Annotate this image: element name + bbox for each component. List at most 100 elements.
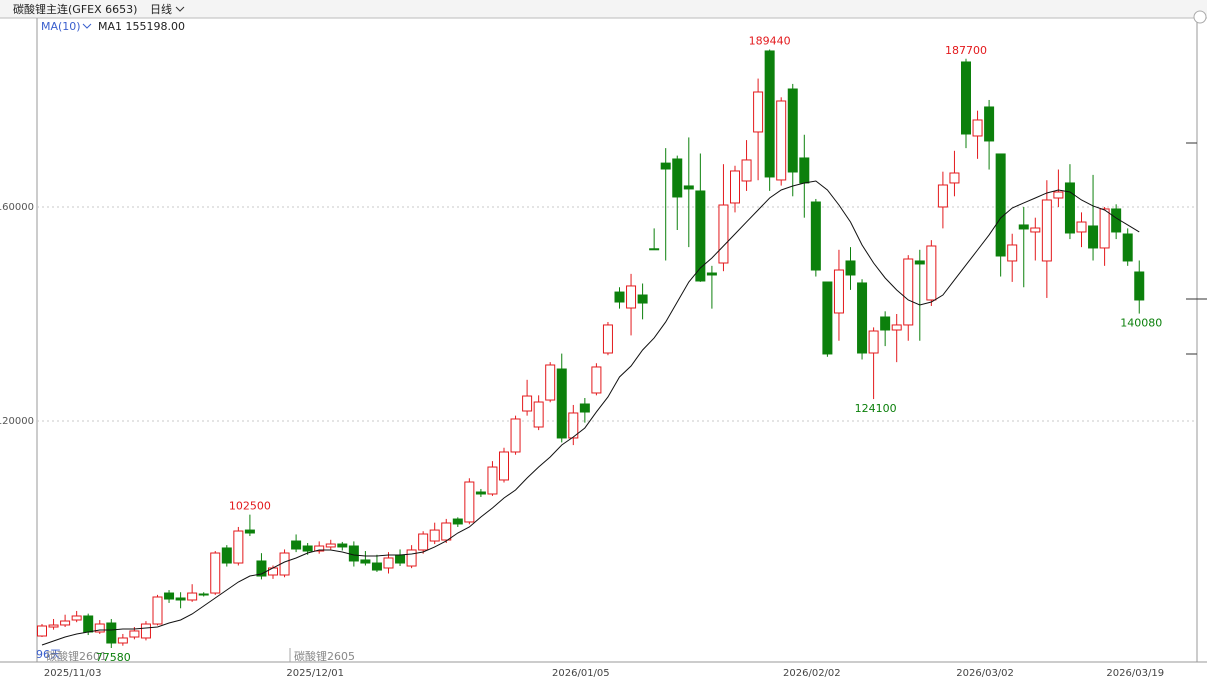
candle-body [833, 269, 844, 314]
candle-body [140, 623, 151, 639]
candle-body [614, 291, 625, 303]
candle-body [810, 201, 821, 271]
high-label: 189440 [749, 34, 791, 47]
candle-body [1076, 221, 1087, 233]
candle-body [984, 106, 995, 142]
candle-body [221, 547, 232, 564]
candle-body [741, 159, 752, 182]
candle-body [995, 153, 1006, 257]
candle-body [198, 593, 209, 596]
candle-body [337, 543, 348, 548]
x-tick-label: 2025/12/01 [286, 668, 344, 679]
candle-body [475, 491, 486, 495]
candle-body [591, 366, 602, 394]
candle-body [1018, 224, 1029, 230]
candle-body [1122, 233, 1133, 262]
contract-label: 96天 [36, 648, 61, 661]
candle-body [510, 418, 521, 453]
candle-body [395, 554, 406, 564]
candle-body [926, 245, 937, 301]
candle-body [845, 260, 856, 276]
candle-body [672, 158, 683, 198]
ma-label: MA1 155198.00 [98, 20, 185, 33]
candle-body [499, 451, 509, 481]
candle-body [1088, 225, 1099, 249]
candle-body [695, 190, 706, 282]
candle-body [1064, 182, 1075, 234]
low-label: 140080 [1120, 317, 1162, 330]
candle-body [117, 637, 128, 644]
candle-body [106, 622, 117, 644]
y-tick-label: 120000 [0, 416, 34, 427]
candle-body [1134, 271, 1145, 301]
candle-body [71, 615, 82, 621]
candle-body [360, 559, 371, 564]
candle-body [48, 624, 59, 628]
candle-body [1099, 208, 1110, 249]
x-tick-label: 2026/01/05 [552, 668, 610, 679]
candle-body [152, 596, 163, 625]
candle-body [348, 545, 359, 562]
candle-body [83, 615, 94, 633]
candle-body [730, 170, 740, 204]
indicator[interactable]: MA(10) [41, 20, 81, 33]
candle-body [533, 401, 544, 428]
corner-button[interactable] [1193, 10, 1207, 24]
candle-body [291, 540, 302, 550]
contract-label: 碳酸锂2605 [294, 649, 355, 663]
candle-body [891, 324, 902, 331]
header-bar [0, 0, 1207, 18]
candle-body [776, 100, 787, 181]
candle-body [568, 412, 579, 439]
indicator-chevron[interactable] [82, 23, 92, 29]
candle-body [972, 119, 983, 137]
candle-body [961, 61, 971, 135]
candle-body [129, 630, 140, 638]
candle-body [487, 466, 498, 495]
candle-body [522, 395, 533, 412]
candle-body [383, 557, 394, 569]
candle-body [764, 50, 775, 178]
y-tick-label: 160000 [0, 202, 34, 213]
candle-body [164, 592, 175, 600]
candle-body [799, 157, 810, 184]
candle-body [314, 545, 325, 552]
candle-body [187, 592, 198, 601]
candle-body [579, 403, 590, 413]
x-tick-label: 2025/11/03 [44, 668, 102, 679]
candle-body [914, 260, 925, 265]
candle-body [175, 597, 186, 601]
period[interactable]: 日线 [150, 2, 172, 16]
candle-body [325, 543, 336, 548]
candle-body [857, 282, 868, 354]
x-tick-label: 2026/03/02 [956, 668, 1014, 679]
candle-body [60, 620, 71, 626]
candle-body [406, 549, 417, 567]
contract-label: 碳酸锂2601 [46, 649, 107, 663]
candle-body [1030, 227, 1041, 233]
candle-body [649, 248, 660, 251]
candle-body [452, 518, 463, 525]
candle-body [1053, 191, 1064, 199]
candle-body [268, 567, 278, 576]
candle-body [441, 522, 452, 541]
candle-body [937, 184, 948, 208]
low-label: 124100 [855, 402, 897, 415]
candle-body [556, 368, 567, 439]
candle-body [602, 324, 613, 354]
candle-body [753, 91, 764, 133]
candle-body [637, 294, 648, 304]
candle-body [880, 316, 891, 331]
high-label: 187700 [945, 44, 987, 57]
period-chevron[interactable] [175, 6, 185, 12]
low-label: 77580 [96, 651, 131, 664]
candle-body [683, 185, 694, 190]
candle-body [1007, 244, 1018, 262]
candle-body [210, 552, 221, 594]
candle-body [660, 162, 671, 170]
candle-body [371, 562, 382, 571]
ma-line [41, 180, 1140, 646]
candle-body [233, 530, 244, 564]
